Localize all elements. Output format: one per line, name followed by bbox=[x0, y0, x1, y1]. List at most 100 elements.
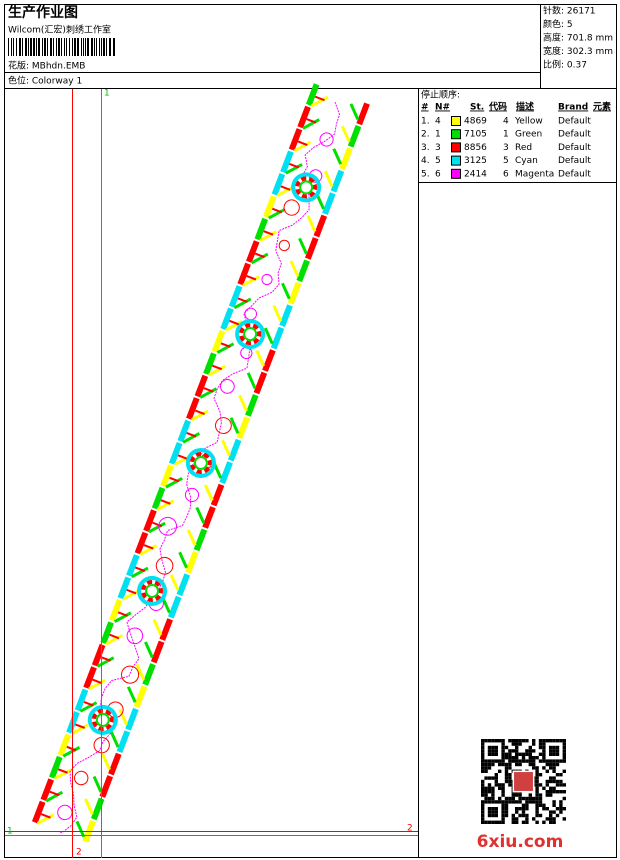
qr-cell bbox=[501, 793, 505, 797]
qr-cell bbox=[515, 749, 519, 753]
stitch bbox=[165, 477, 183, 489]
stitch bbox=[263, 327, 274, 345]
qr-cell bbox=[528, 752, 532, 756]
qr-cell bbox=[552, 769, 556, 773]
qr-cell bbox=[508, 759, 512, 763]
qr-cell bbox=[481, 749, 485, 753]
qr-cell bbox=[494, 820, 498, 824]
ring bbox=[243, 327, 258, 342]
stitch bbox=[177, 419, 191, 443]
stitch bbox=[71, 723, 89, 736]
qr-cell bbox=[487, 739, 492, 743]
qr-cell bbox=[562, 745, 566, 750]
qr-cell bbox=[549, 759, 553, 763]
stitch bbox=[246, 240, 260, 263]
qr-cell bbox=[549, 790, 553, 794]
brand: Default bbox=[558, 117, 591, 127]
stitch bbox=[289, 162, 300, 169]
qr-cell bbox=[552, 776, 556, 780]
qr-cell bbox=[501, 762, 505, 767]
stitch bbox=[199, 387, 218, 399]
qr-cell bbox=[562, 796, 566, 801]
qr-cell bbox=[552, 779, 556, 784]
qr-cell bbox=[549, 749, 553, 753]
qr-cell bbox=[562, 807, 566, 811]
qr-cell bbox=[518, 807, 522, 811]
qr-cell bbox=[487, 810, 492, 814]
qr-cell bbox=[515, 762, 519, 767]
qr-cell bbox=[549, 779, 553, 784]
qr-cell bbox=[515, 793, 519, 797]
stitch bbox=[176, 573, 191, 597]
stitch bbox=[237, 262, 251, 286]
bar bbox=[64, 38, 65, 56]
qr-cell bbox=[494, 779, 498, 784]
qr-cell bbox=[525, 796, 529, 801]
motif bbox=[158, 516, 178, 536]
bar bbox=[36, 38, 37, 56]
stitch bbox=[178, 551, 188, 569]
qr-cell bbox=[481, 756, 485, 760]
stitch bbox=[219, 461, 233, 484]
qr-cell bbox=[501, 783, 505, 787]
qr-cell bbox=[549, 813, 553, 818]
stitch bbox=[332, 148, 343, 165]
qr-cell bbox=[508, 800, 512, 804]
qr-cell bbox=[504, 779, 509, 784]
stitch bbox=[105, 633, 123, 646]
qr-cell bbox=[494, 783, 498, 787]
qr-cell bbox=[504, 776, 509, 780]
bar bbox=[91, 38, 93, 56]
ring bbox=[141, 579, 164, 602]
qr-cell bbox=[552, 759, 556, 763]
qr-cell bbox=[521, 813, 526, 818]
motif bbox=[121, 665, 140, 684]
stitches: 2414 bbox=[464, 169, 487, 179]
stitch bbox=[190, 409, 209, 422]
qr-cell bbox=[562, 769, 566, 773]
qr-cell bbox=[552, 749, 556, 753]
qr-cell bbox=[481, 752, 485, 756]
brand: Default bbox=[558, 156, 591, 166]
bar bbox=[94, 38, 95, 56]
stitch bbox=[143, 544, 154, 550]
stitch bbox=[202, 506, 216, 529]
qr-cell bbox=[549, 810, 553, 814]
qr-cell bbox=[542, 803, 546, 807]
qr-cell bbox=[511, 749, 515, 753]
qr-cell bbox=[487, 776, 492, 780]
ring bbox=[189, 451, 212, 474]
qr-cell bbox=[504, 752, 509, 756]
qr-cell bbox=[542, 820, 546, 824]
qr-cell bbox=[491, 762, 495, 767]
qr-cell bbox=[511, 793, 515, 797]
stitch bbox=[45, 790, 64, 803]
qr-logo bbox=[512, 770, 535, 793]
stitch bbox=[109, 731, 120, 748]
qr-cell bbox=[549, 793, 553, 797]
bar bbox=[74, 38, 76, 56]
qr-cell bbox=[532, 762, 536, 767]
stitch bbox=[49, 755, 63, 779]
qr-cell bbox=[545, 807, 549, 811]
qr-cell bbox=[515, 759, 519, 763]
stitch bbox=[263, 195, 277, 219]
bar bbox=[83, 38, 84, 56]
stitch bbox=[305, 237, 319, 260]
qr-cell bbox=[491, 786, 495, 790]
stitch bbox=[134, 531, 149, 555]
stitch bbox=[160, 464, 174, 488]
qr-cell bbox=[481, 762, 485, 767]
guide-label: 2 bbox=[76, 848, 82, 858]
stitch bbox=[113, 611, 132, 623]
qr-cell bbox=[532, 766, 536, 770]
qr-cell bbox=[562, 817, 566, 821]
qr-cell bbox=[508, 773, 512, 777]
qr-cell bbox=[484, 820, 488, 824]
stitch bbox=[253, 371, 268, 395]
column-header: 元素 bbox=[593, 101, 611, 113]
stitch bbox=[194, 374, 209, 398]
qr-cell bbox=[481, 813, 485, 818]
stitch bbox=[289, 260, 300, 277]
stat: 针数: 26171 bbox=[543, 5, 596, 17]
